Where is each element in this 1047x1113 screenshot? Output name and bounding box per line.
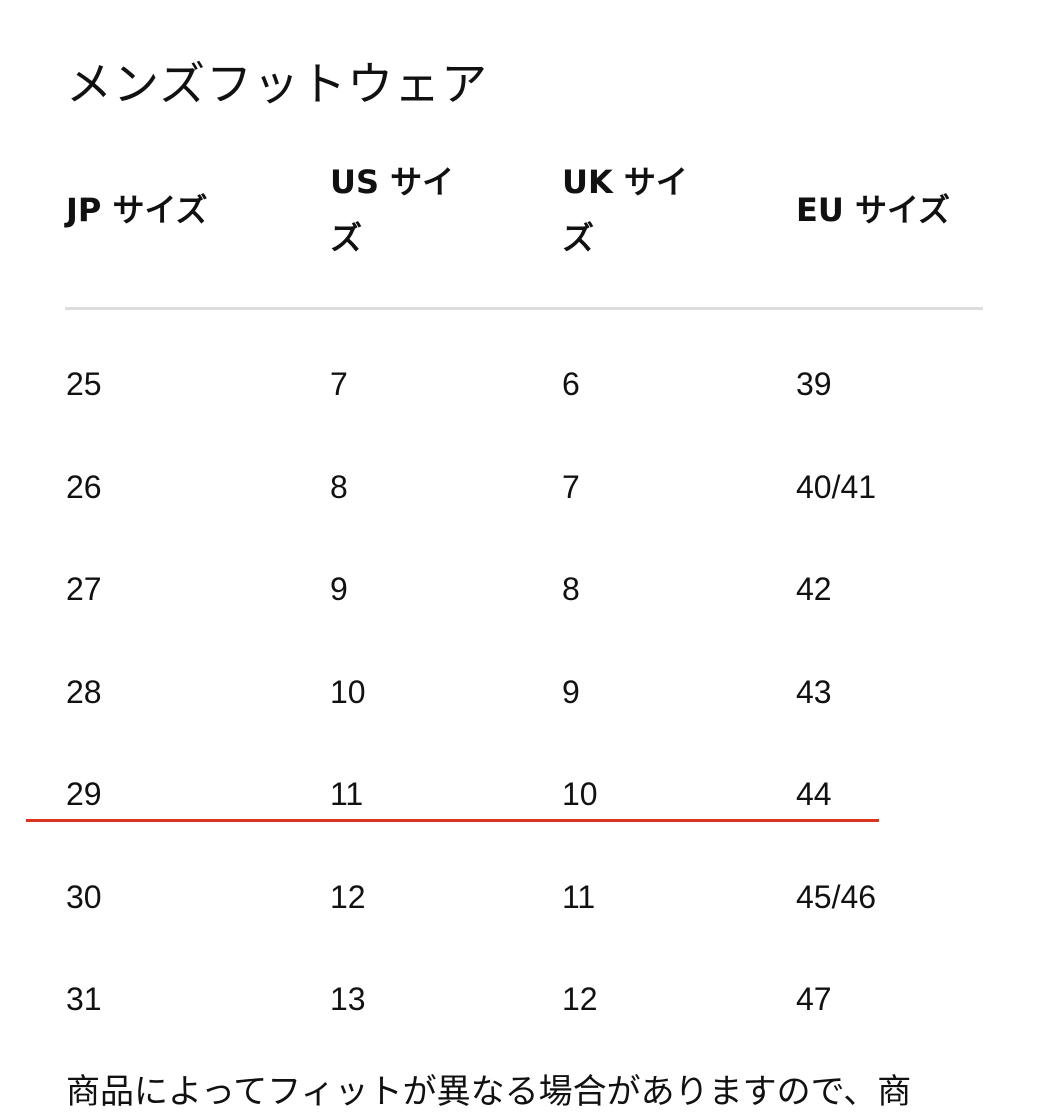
highlight-underline [26, 819, 879, 822]
column-header: UK サイ ズ [562, 163, 688, 257]
table-cell: 7 [562, 468, 580, 505]
table-cell: 39 [796, 366, 832, 402]
table-cell: 47 [796, 981, 832, 1017]
fit-note: 商品によってフィットが異なる場合がありますので、商 [66, 1072, 912, 1112]
header-divider [65, 307, 983, 310]
column-header: JP サイズ [66, 191, 208, 229]
table-cell: 8 [562, 571, 580, 607]
table-cell: 42 [796, 571, 832, 607]
column-header: US サイ ズ [330, 163, 455, 257]
table-cell: 9 [562, 673, 580, 710]
table-cell: 11 [562, 878, 596, 915]
table-cell: 28 [66, 673, 102, 710]
table-cell: 8 [330, 468, 348, 505]
table-cell: 10 [562, 776, 598, 812]
table-cell: 45/46 [796, 878, 877, 915]
page-title: メンズフットウェア [66, 57, 489, 111]
table-cell: 26 [66, 468, 102, 505]
table-cell: 12 [562, 981, 598, 1017]
table-cell: 7 [330, 366, 348, 402]
table-cell: 30 [66, 878, 102, 915]
table-cell: 31 [66, 981, 102, 1017]
table-cell: 6 [562, 366, 580, 402]
table-cell: 11 [330, 776, 364, 812]
table-cell: 10 [330, 673, 366, 710]
table-cell: 25 [66, 366, 102, 402]
table-cell: 40/41 [796, 468, 877, 505]
table-cell: 29 [66, 776, 102, 812]
table-cell: 44 [796, 776, 832, 812]
table-cell: 43 [796, 673, 832, 710]
table-cell: 9 [330, 571, 348, 607]
column-header: EU サイズ [796, 191, 951, 229]
table-cell: 12 [330, 878, 366, 915]
table-cell: 13 [330, 981, 366, 1017]
table-cell: 27 [66, 571, 102, 607]
